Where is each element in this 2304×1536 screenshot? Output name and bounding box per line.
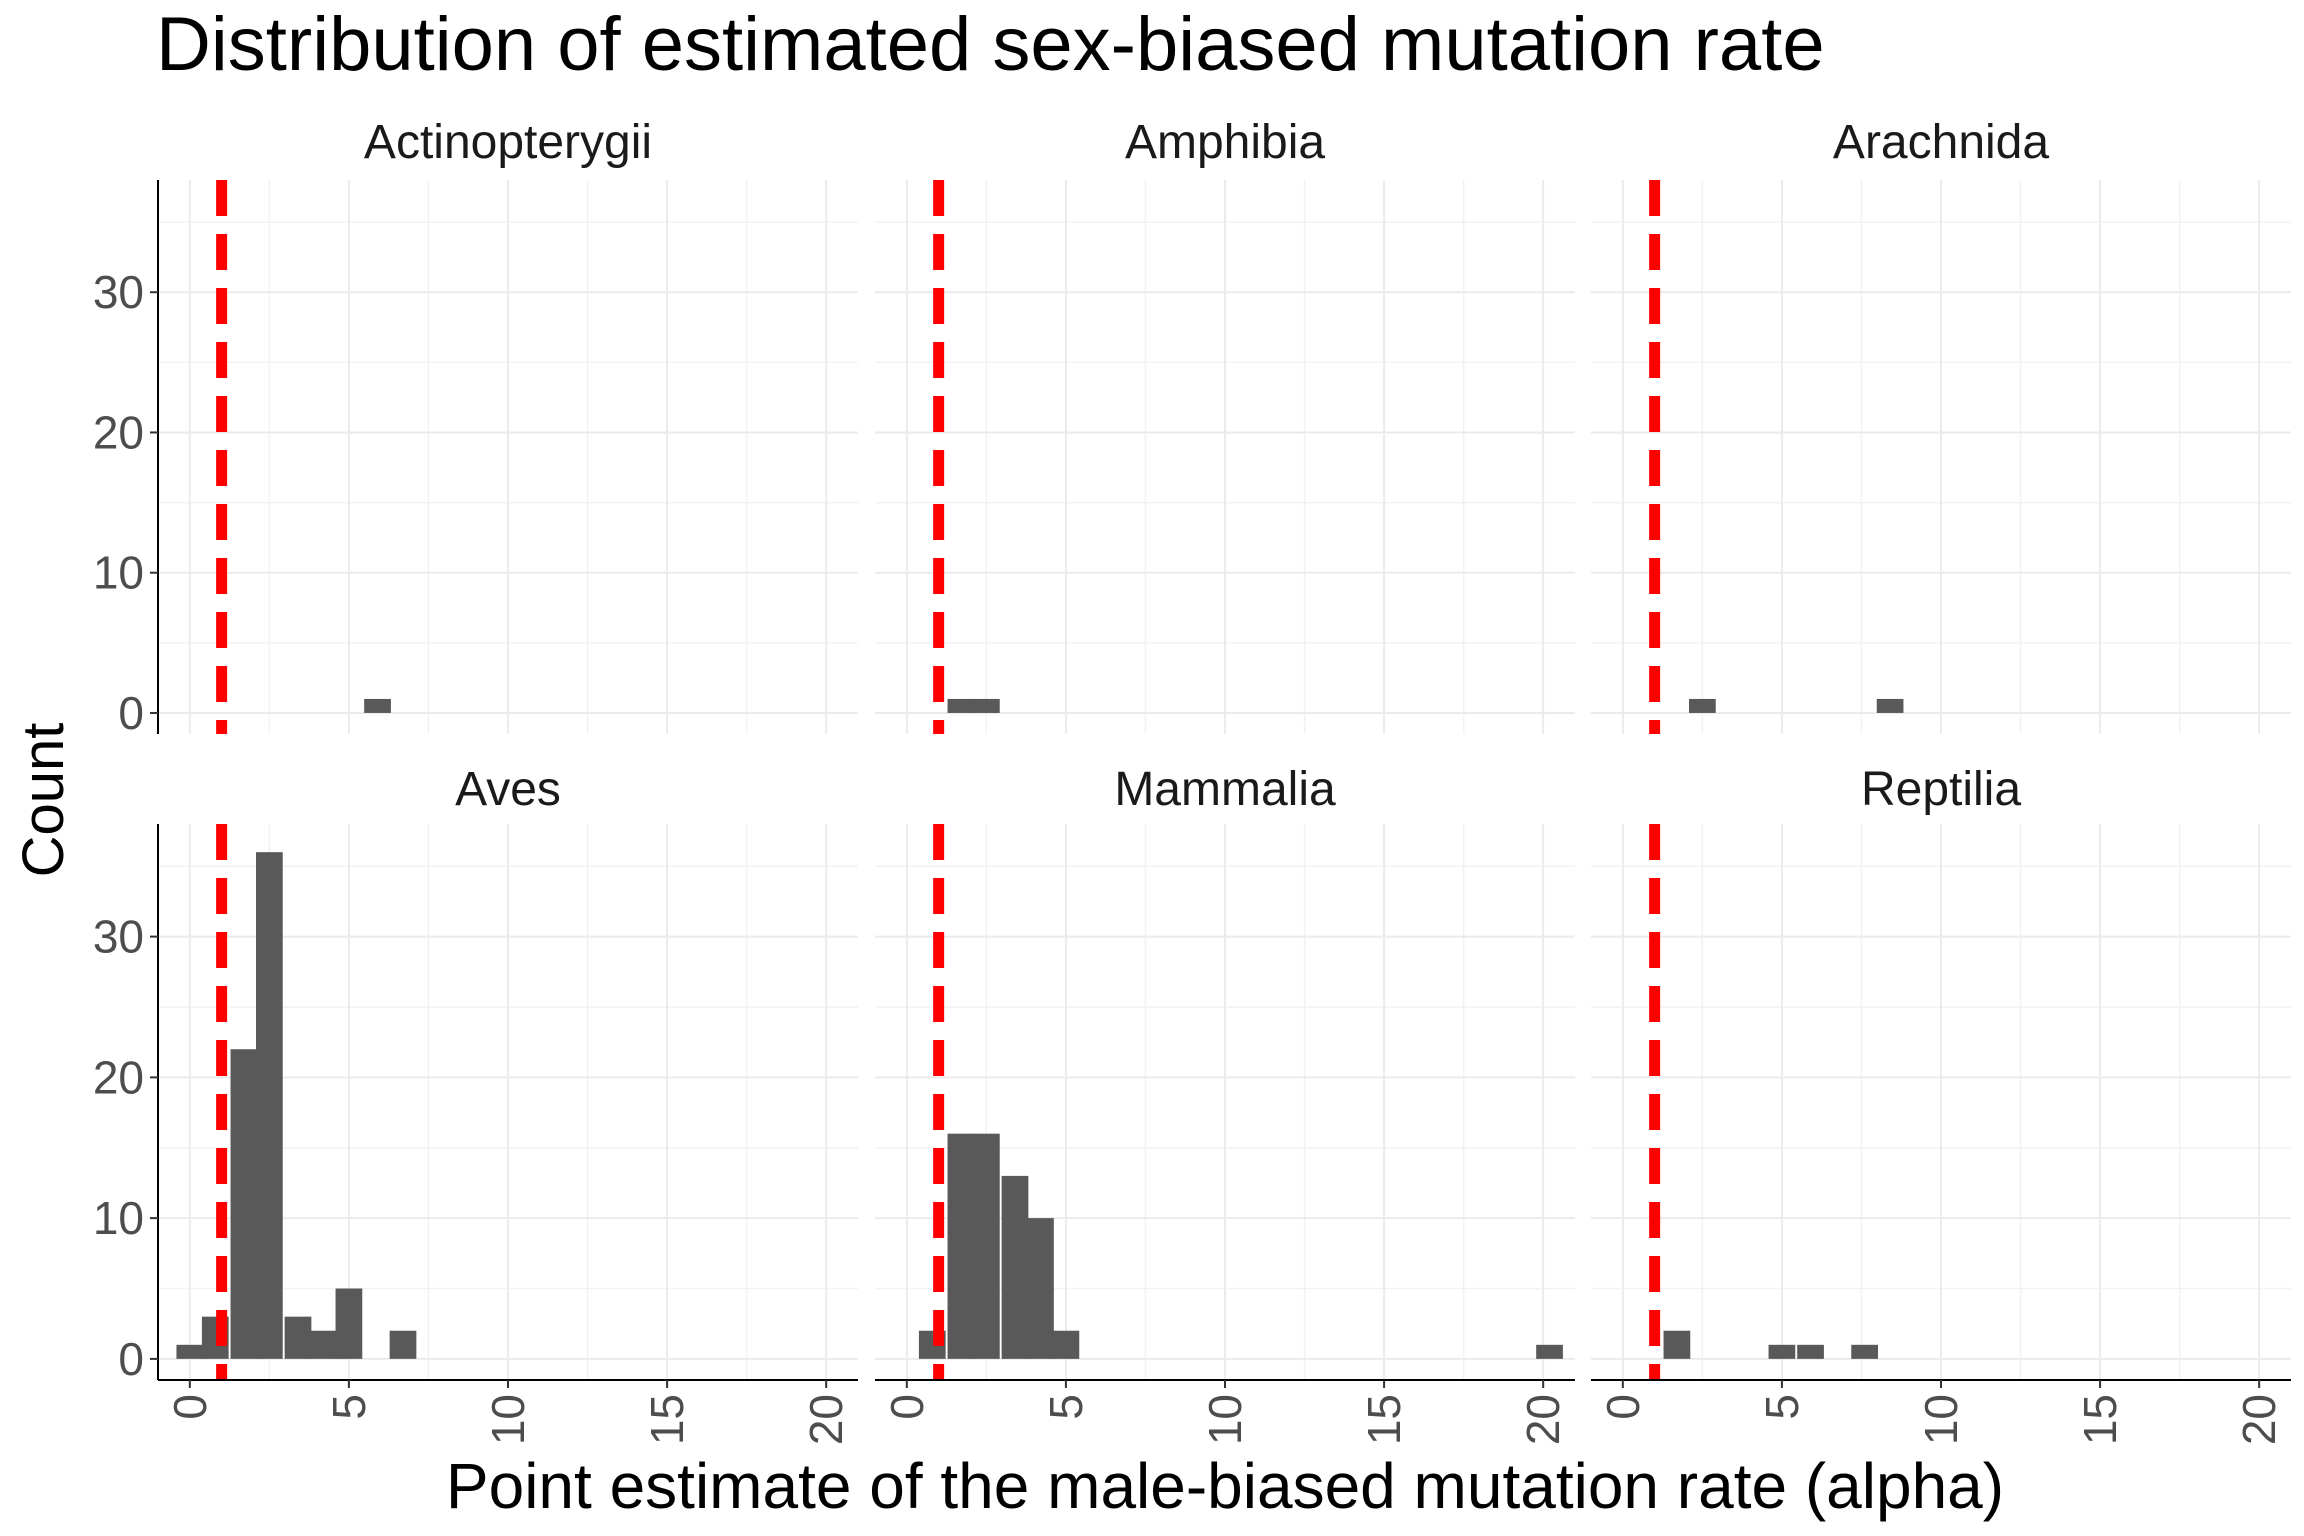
- x-tick-label: 0: [881, 1394, 933, 1420]
- facet-panel-amphibia: Amphibia: [875, 116, 1575, 734]
- x-tick-label: 20: [1517, 1394, 1569, 1445]
- x-axis-label: Point estimate of the male-biased mutati…: [446, 1450, 2004, 1522]
- facet-panel-arachnida: Arachnida: [1591, 116, 2291, 734]
- y-axis-label: Count: [11, 723, 76, 878]
- y-tick-label: 0: [118, 687, 144, 739]
- histogram-bar: [256, 852, 283, 1359]
- histogram-bar: [1052, 1330, 1080, 1359]
- histogram-bar: [284, 1316, 312, 1359]
- x-tick-label: 15: [2074, 1394, 2126, 1445]
- histogram-bar: [1001, 1175, 1029, 1359]
- facet-label: Aves: [455, 763, 561, 816]
- histogram-bar: [310, 1330, 337, 1359]
- y-tick-label: 10: [93, 1192, 144, 1244]
- chart-title: Distribution of estimated sex-biased mut…: [156, 2, 1825, 87]
- y-tick-label: 10: [93, 547, 144, 599]
- histogram-bar: [1027, 1218, 1054, 1359]
- y-tick-label: 20: [93, 1051, 144, 1103]
- x-tick-label: 10: [1915, 1394, 1967, 1445]
- facet-label: Actinopterygii: [364, 116, 652, 169]
- histogram-bar: [230, 1049, 258, 1359]
- y-tick-label: 0: [118, 1333, 144, 1385]
- histogram-bar: [364, 698, 391, 713]
- x-tick-label: 15: [641, 1394, 693, 1445]
- facet-label: Mammalia: [1114, 763, 1336, 816]
- x-tick-label: 0: [1597, 1394, 1649, 1420]
- histogram-bar: [1536, 1344, 1563, 1359]
- histogram-bar: [973, 698, 1000, 713]
- histogram-bar: [1797, 1344, 1824, 1359]
- histogram-bar: [1689, 698, 1716, 713]
- y-tick-label: 30: [93, 911, 144, 963]
- y-tick-label: 30: [93, 266, 144, 318]
- facet-panel-mammalia: Mammalia 0 5 10 15 20: [875, 763, 1575, 1445]
- facet-label: Arachnida: [1833, 116, 2049, 169]
- histogram-bar: [176, 1344, 204, 1359]
- histogram-bar: [1663, 1330, 1691, 1359]
- histogram-bar: [1851, 1344, 1878, 1359]
- facet-panel-reptilia: Reptilia 0 5 10 15 20: [1591, 763, 2291, 1445]
- x-tick-label: 15: [1358, 1394, 1410, 1445]
- histogram-bar: [389, 1330, 417, 1359]
- facet-label: Reptilia: [1861, 763, 2021, 816]
- facet-panel-actinopterygii: Actinopterygii 0 10 20 30: [93, 116, 858, 739]
- histogram-bar: [335, 1288, 363, 1359]
- histogram-bar: [1876, 698, 1904, 713]
- x-tick-label: 5: [323, 1394, 375, 1420]
- x-tick-label: 5: [1040, 1394, 1092, 1420]
- facet-panel-aves: Aves 0 10 20 30 0 5 10 15 20: [93, 763, 858, 1445]
- histogram-bar: [947, 1133, 975, 1359]
- x-tick-label: 5: [1756, 1394, 1808, 1420]
- histogram-bar: [1768, 1344, 1796, 1359]
- histogram-bar: [973, 1133, 1000, 1359]
- histogram-bar: [947, 698, 975, 713]
- x-tick-label: 0: [164, 1394, 216, 1420]
- x-tick-label: 20: [2233, 1394, 2285, 1445]
- x-tick-label: 10: [482, 1394, 534, 1445]
- y-tick-label: 20: [93, 406, 144, 458]
- facet-panels: Actinopterygii 0 10 20 30 Amphibia Arachnida Av…: [93, 116, 2291, 1445]
- x-tick-label: 20: [800, 1394, 852, 1445]
- facet-label: Amphibia: [1125, 116, 1325, 169]
- x-tick-label: 10: [1199, 1394, 1251, 1445]
